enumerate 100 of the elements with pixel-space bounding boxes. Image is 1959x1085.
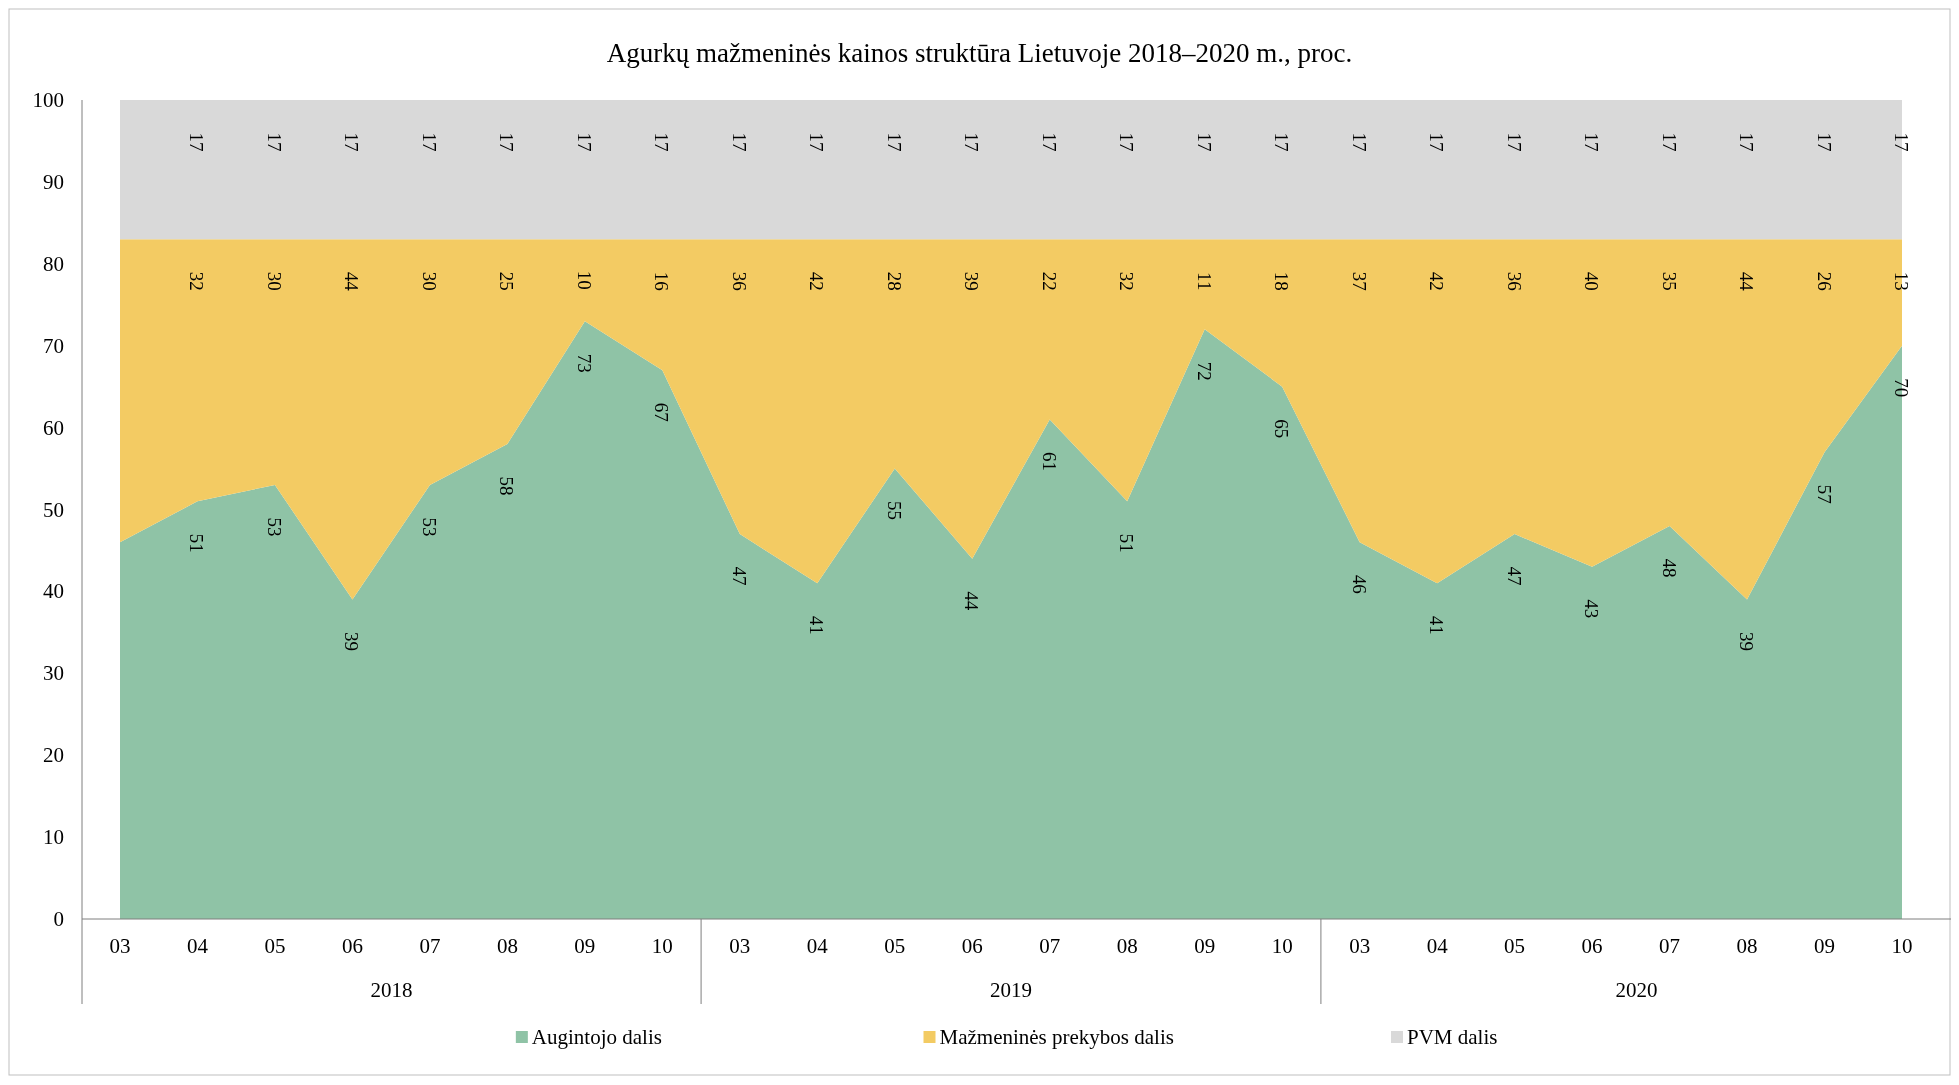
data-label: 17 xyxy=(651,132,673,152)
y-tick-label: 90 xyxy=(43,169,64,194)
data-label: 57 xyxy=(1813,484,1835,504)
data-label: 13 xyxy=(1891,271,1912,291)
x-tick-label: 07 xyxy=(419,934,441,958)
data-label: 32 xyxy=(186,271,208,291)
x-tick-label: 06 xyxy=(341,934,363,958)
text: 2018 xyxy=(370,978,413,1002)
data-label: 17 xyxy=(1736,132,1758,152)
x-tick-label: 04 xyxy=(186,934,209,958)
data-label: 44 xyxy=(1736,271,1758,292)
data-label: 73 xyxy=(573,353,595,373)
y-tick-label: 0 xyxy=(53,907,64,931)
y-tick-label: 50 xyxy=(43,497,64,522)
data-label: 17 xyxy=(806,132,828,152)
data-label: 11 xyxy=(1193,272,1215,291)
data-label: 16 xyxy=(651,271,673,291)
x-tick-label: 10 xyxy=(651,934,673,958)
data-label: 53 xyxy=(418,517,440,537)
y-tick-label: 70 xyxy=(43,333,64,358)
data-label: 26 xyxy=(1813,271,1835,291)
x-tick-label: 09 xyxy=(1194,934,1216,958)
x-tick-label: 09 xyxy=(1814,934,1836,958)
data-label: 25 xyxy=(496,271,518,291)
x-tick-label: 08 xyxy=(1116,934,1138,958)
data-label: 58 xyxy=(496,476,518,496)
data-label: 37 xyxy=(1348,271,1370,291)
data-label: 17 xyxy=(1581,132,1603,152)
text: 2019 xyxy=(990,978,1032,1002)
data-label: 51 xyxy=(1116,533,1138,553)
data-label: 44 xyxy=(341,271,363,292)
data-label: 72 xyxy=(1193,361,1215,381)
data-label: 17 xyxy=(1891,132,1912,152)
x-tick-label: 05 xyxy=(264,934,286,958)
data-label: 41 xyxy=(1426,615,1448,635)
data-label: 39 xyxy=(961,271,983,291)
data-label: 17 xyxy=(263,132,285,152)
y-tick-label: 100 xyxy=(32,88,64,112)
data-label: 30 xyxy=(263,271,285,291)
data-label: 47 xyxy=(728,566,750,586)
legend-label: PVM dalis xyxy=(1407,1025,1498,1049)
x-tick-label: 07 xyxy=(1659,934,1681,958)
y-tick-label: 10 xyxy=(43,825,64,850)
text: 2020 xyxy=(1615,978,1658,1002)
y-tick-label: 40 xyxy=(43,579,64,604)
data-label: 18 xyxy=(1271,271,1293,291)
x-tick-label: 08 xyxy=(496,934,518,958)
data-label: 51 xyxy=(186,533,208,553)
data-label: 41 xyxy=(806,615,828,635)
data-label: 17 xyxy=(1193,132,1215,152)
data-label: 17 xyxy=(728,132,750,152)
x-tick-label: 08 xyxy=(1736,934,1758,958)
x-tick-label: 06 xyxy=(1581,934,1603,958)
data-label: 35 xyxy=(1658,271,1680,291)
x-tick-label: 07 xyxy=(1039,934,1061,958)
data-label: 48 xyxy=(1658,558,1680,578)
data-label: 40 xyxy=(1581,271,1603,291)
x-tick-label: 05 xyxy=(1504,934,1526,958)
data-label: 17 xyxy=(1348,132,1370,152)
data-label: 55 xyxy=(883,501,905,521)
data-label: 36 xyxy=(728,271,750,291)
data-label: 61 xyxy=(1038,451,1060,471)
y-tick-label: 80 xyxy=(43,251,64,276)
x-tick-label: 04 xyxy=(806,934,829,958)
data-label: 17 xyxy=(1503,132,1525,152)
y-tick-label: 60 xyxy=(43,415,64,440)
data-label: 30 xyxy=(418,271,440,291)
data-label: 17 xyxy=(1271,132,1293,152)
data-label: 17 xyxy=(186,132,208,152)
x-tick-label: 06 xyxy=(961,934,983,958)
x-tick-label: 03 xyxy=(109,934,131,958)
data-label: 28 xyxy=(883,271,905,291)
y-tick-label: 30 xyxy=(43,661,64,686)
x-tick-label: 10 xyxy=(1891,934,1913,958)
data-label: 36 xyxy=(1503,271,1525,291)
data-label: 17 xyxy=(1813,132,1835,152)
data-label: 42 xyxy=(806,271,828,291)
data-label: 53 xyxy=(263,517,285,537)
data-label: 17 xyxy=(341,132,363,152)
data-label: 42 xyxy=(1426,271,1448,291)
legend-label: Mažmeninės prekybos dalis xyxy=(939,1025,1174,1049)
x-tick-label: 10 xyxy=(1271,934,1293,958)
data-label: 17 xyxy=(883,132,905,152)
data-label: 32 xyxy=(1116,271,1138,291)
x-tick-label: 04 xyxy=(1426,934,1449,958)
data-label: 17 xyxy=(573,132,595,152)
data-label: 10 xyxy=(573,270,595,290)
data-label: 67 xyxy=(651,402,673,422)
chart-title: Agurkų mažmeninės kainos struktūra Lietuvoje 2018–2020 m., proc. xyxy=(606,38,1353,68)
data-label: 43 xyxy=(1581,599,1603,619)
data-label: 22 xyxy=(1038,271,1060,291)
data-label: 17 xyxy=(1426,132,1448,152)
y-tick-label: 20 xyxy=(43,743,64,768)
x-tick-label: 03 xyxy=(729,934,751,958)
x-tick-label: 03 xyxy=(1349,934,1371,958)
x-tick-label: 05 xyxy=(884,934,906,958)
data-label: 65 xyxy=(1271,419,1293,439)
data-label: 44 xyxy=(961,591,983,611)
data-label: 17 xyxy=(1658,132,1680,152)
data-label: 39 xyxy=(1736,632,1758,652)
